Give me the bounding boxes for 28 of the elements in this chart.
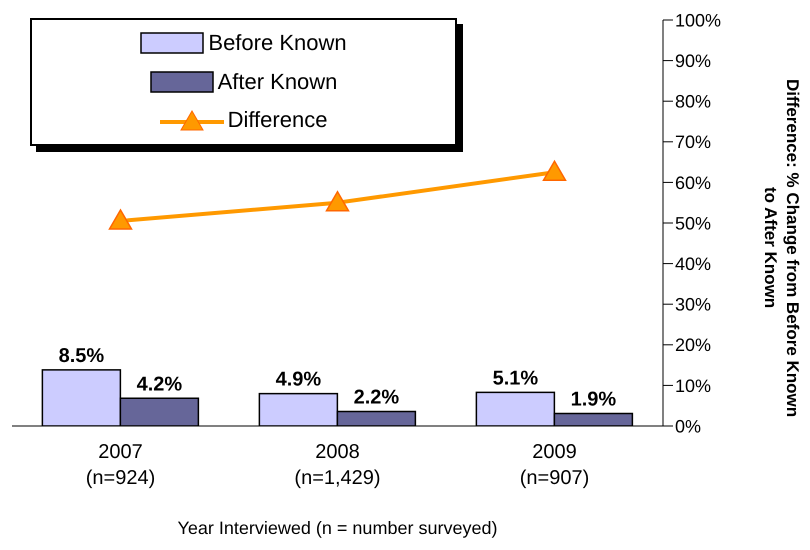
point [108,209,132,230]
y2-tick-label: 40% [675,254,712,274]
y2-tick-label: 80% [675,92,712,112]
data-label: 4.2% [136,373,182,396]
data-label: 5.1% [492,367,538,390]
y2-tick-label: 70% [675,132,712,152]
data-label: 8.5% [58,344,104,367]
x-tick-label: 2007 (n=924) [86,441,156,489]
y2-tick-label: 10% [675,376,712,396]
y2-tick-label: 90% [675,50,712,71]
point [326,190,350,212]
data-label: 4.9% [276,368,322,391]
legend-label: After Known [218,68,338,95]
legend-label: Difference [228,107,328,134]
y2-axis-title: Difference: % Change from Before Known to After Known [760,78,803,420]
legend-label: Before Known [208,30,347,56]
y2-tick-label: 0% [675,416,702,436]
y2-tick-label: 60% [675,172,712,193]
data-label: 2.2% [354,386,400,408]
data-label: 1.9% [570,388,616,410]
y2-tick-label: 30% [675,294,712,315]
y2-tick-label: 100% [675,10,722,30]
x-tick-label: 2008 (n=1,429) [294,441,381,489]
x-axis-title: Year Interviewed (n = number surveyed) [177,518,498,538]
x-tick-label: 2009 (n=907) [520,441,590,489]
y2-tick-label: 20% [675,335,712,356]
point [542,160,566,181]
y2-tick-label: 50% [675,213,712,234]
